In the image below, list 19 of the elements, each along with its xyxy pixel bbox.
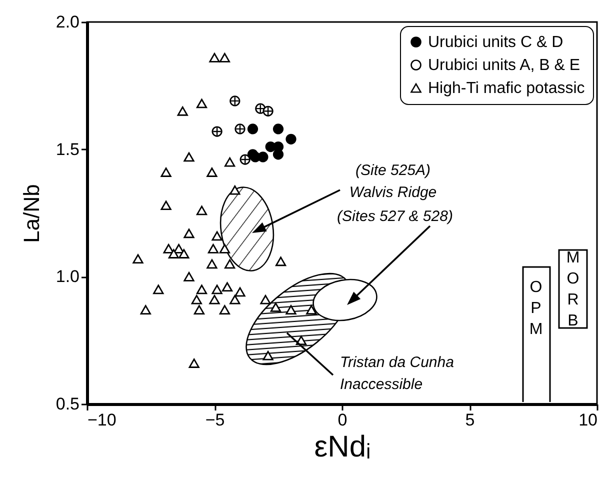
legend-label: High-Ti mafic potassic: [428, 80, 585, 97]
y-tick-label: 1.5: [56, 140, 80, 159]
x-axis-title: εNdᵢ: [314, 430, 371, 464]
y-tick-label: 0.5: [56, 394, 80, 414]
annotation: OPM: [529, 279, 543, 338]
y-axis-title: La/Nb: [18, 184, 44, 243]
y-tick-label: 1.0: [56, 267, 80, 286]
x-tick-label: 0: [338, 410, 348, 430]
legend-label: Urubici units A, B & E: [428, 57, 580, 74]
annotation: MORB: [566, 250, 580, 330]
x-tick-label: −5: [205, 410, 225, 430]
x-tick-label: 10: [578, 410, 598, 430]
annotation: Tristan da Cunha Inaccessible: [340, 354, 454, 393]
legend-label: Urubici units C & D: [428, 34, 564, 51]
annotation: (Site 525A) Walvis Ridge: [349, 162, 437, 201]
x-tick-label: −10: [88, 410, 116, 430]
x-tick-label: 5: [465, 410, 475, 430]
annotation: (Sites 527 & 528): [337, 208, 453, 225]
y-tick-label: 2.0: [56, 12, 80, 32]
